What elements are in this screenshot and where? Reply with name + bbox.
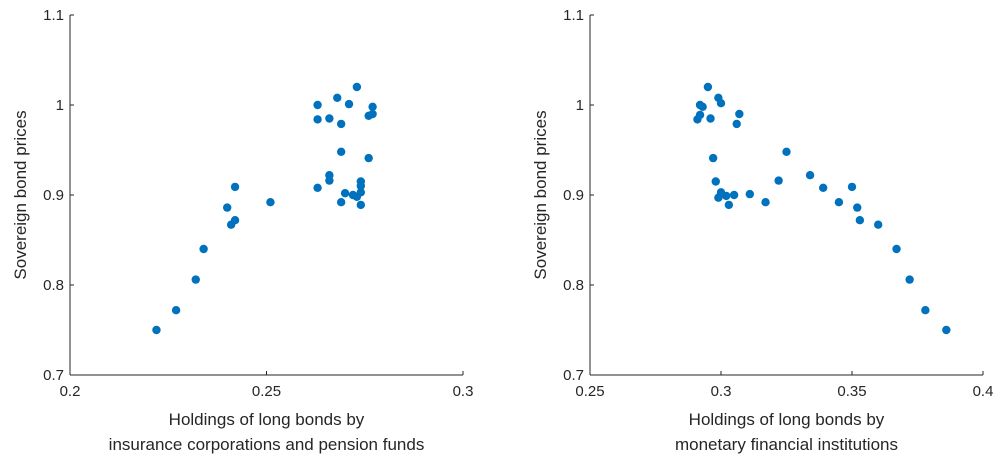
scatter-point (368, 109, 377, 119)
scatter-point (313, 115, 322, 124)
scatter-point (892, 244, 901, 254)
scatter-point (703, 82, 713, 92)
scatter-point (313, 183, 322, 192)
scatter-point (336, 198, 346, 207)
y-tick-label: 0.9 (563, 187, 584, 204)
x-axis-title-line: Holdings of long bonds by (169, 410, 365, 429)
scatter-point (223, 203, 232, 212)
scatter-point (191, 275, 200, 284)
left-scatter-panel: 0.2 0.25 0.3 0.7 0.8 0.9 1 1.1 Sovereign bond pr… (11, 7, 473, 454)
scatter-point (774, 176, 783, 185)
y-tick-label: 0.8 (43, 277, 64, 294)
scatter-point (356, 188, 366, 197)
scatter-point (782, 147, 791, 156)
scatter-point (266, 198, 275, 207)
scatter-point (735, 109, 744, 119)
scatter-point (716, 99, 726, 108)
y-tick-label: 0.7 (43, 367, 64, 384)
y-tick-label: 1.1 (43, 7, 64, 24)
scatter-point (706, 114, 715, 123)
scatter-point (732, 119, 741, 129)
scatter-point (344, 99, 354, 109)
scatter-point (695, 110, 705, 120)
scatter-point (230, 182, 240, 192)
scatter-point (313, 100, 322, 110)
scatter-point (356, 181, 366, 191)
scatter-point (834, 198, 844, 207)
y-axis-title: Sovereign bond prices (11, 110, 30, 279)
scatter-point (356, 200, 366, 210)
scatter-point (171, 306, 181, 315)
y-tick-label: 0.8 (563, 277, 584, 294)
scatter-point (340, 189, 350, 198)
y-tick-label: 1.1 (563, 7, 584, 24)
scatter-point (905, 275, 914, 284)
y-axis-title: Sovereign bond prices (531, 110, 550, 279)
x-tick-label: 0.25 (252, 383, 281, 400)
scatter-point (805, 171, 815, 180)
y-tick-label: 0.9 (43, 187, 64, 204)
scatter-point (336, 147, 346, 156)
scatter-point (336, 119, 346, 129)
scatter-point (711, 177, 720, 186)
x-tick-label: 0.3 (453, 383, 474, 400)
x-tick-label: 0.2 (60, 383, 81, 400)
x-tick-label: 0.35 (837, 383, 866, 400)
scatter-point (853, 203, 862, 212)
scatter-point (942, 325, 951, 335)
scatter-point (708, 153, 718, 163)
scatter-point (368, 102, 377, 112)
scatter-point (729, 190, 739, 200)
scatter-point (921, 306, 930, 315)
scatter-point (745, 189, 755, 199)
scatter-point (325, 176, 334, 185)
scatter-point (199, 244, 208, 254)
x-tick-label: 0.3 (711, 383, 732, 400)
scatter-point (724, 200, 734, 210)
scatter-point (364, 153, 373, 163)
scatter-point (855, 216, 865, 225)
scatter-point (333, 93, 342, 103)
y-tick-label: 1 (576, 97, 584, 114)
scatter-point (714, 193, 723, 202)
scatter-point (818, 183, 828, 192)
scatter-point (152, 325, 161, 335)
x-axis-title-line: Holdings of long bonds by (689, 410, 885, 429)
scatter-point (847, 182, 857, 192)
y-tick-label: 0.7 (563, 367, 584, 384)
right-scatter-panel: 0.25 0.3 0.35 0.4 0.7 0.8 0.9 1 1.1 Sovereign bon… (531, 7, 993, 454)
x-axis-title-line: monetary financial institutions (675, 435, 898, 454)
scatter-point (761, 198, 770, 207)
x-tick-label: 0.4 (973, 383, 994, 400)
scatter-point (698, 102, 707, 112)
x-tick-label: 0.25 (575, 383, 604, 400)
scatter-point (352, 82, 362, 92)
scatter-point (325, 114, 334, 123)
scatter-point (230, 216, 240, 225)
x-axis-title-line: insurance corporations and pension funds (109, 435, 425, 454)
y-tick-label: 1 (56, 97, 64, 114)
scatter-point (874, 220, 883, 229)
